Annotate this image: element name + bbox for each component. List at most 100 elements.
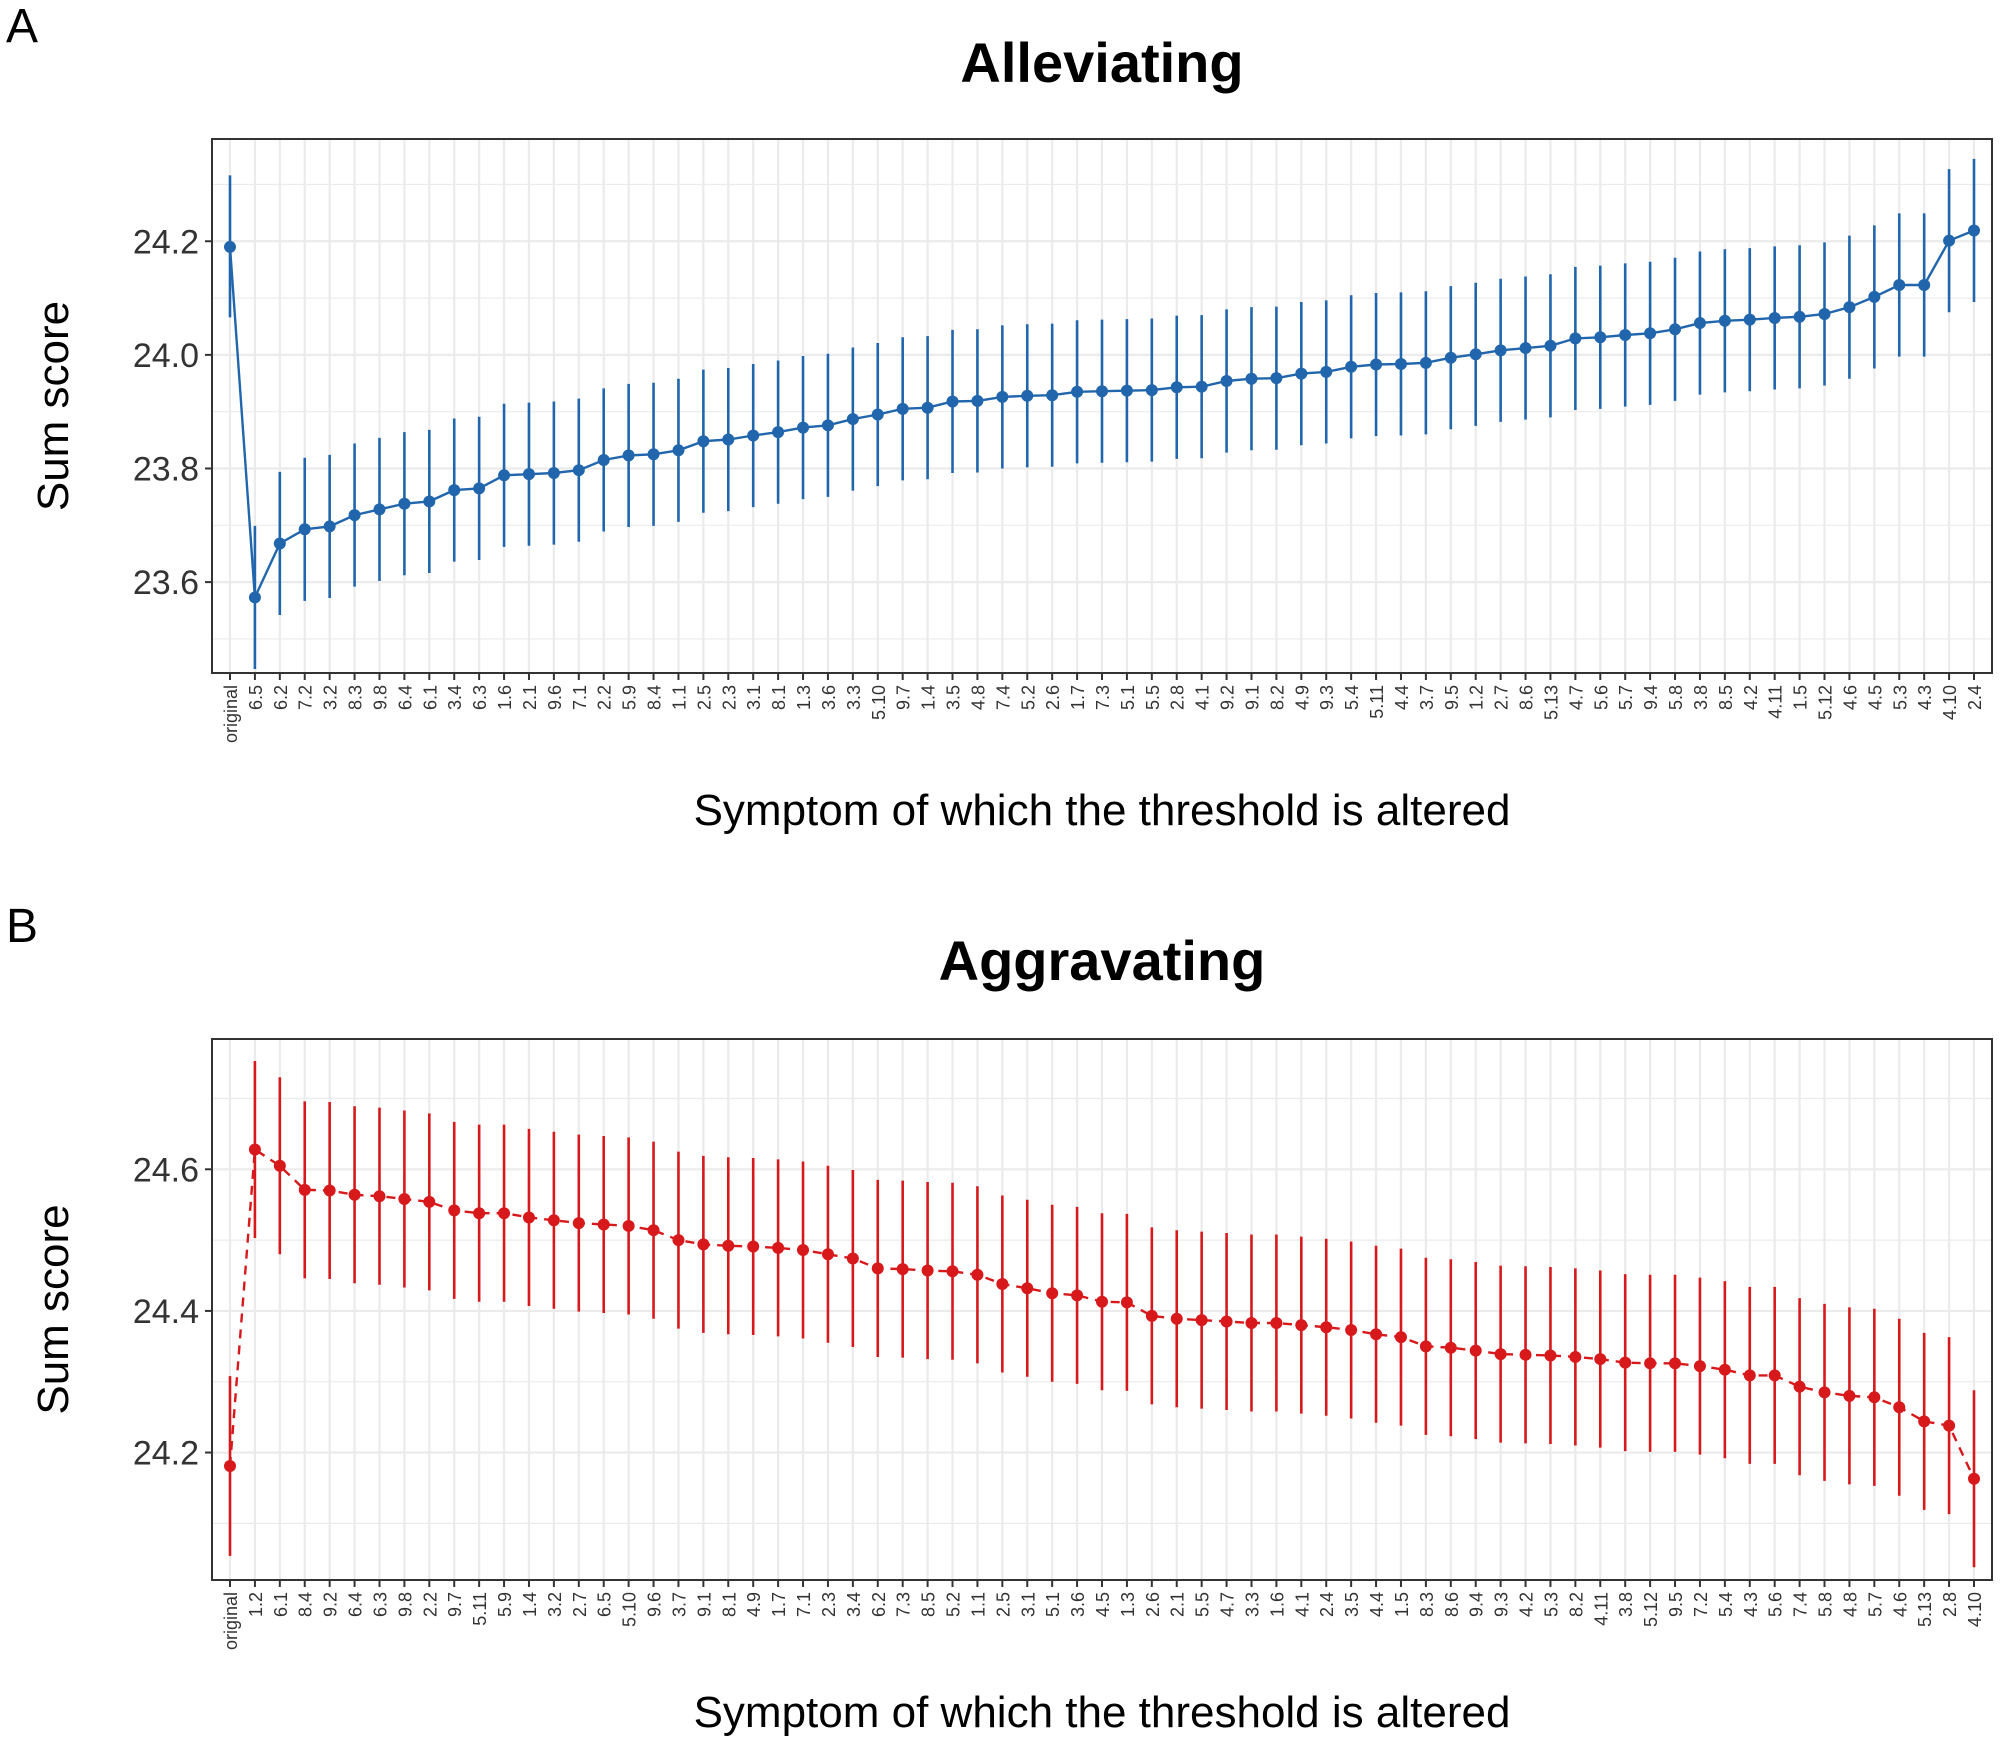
data-point (1469, 348, 1482, 361)
data-point (1120, 1296, 1133, 1309)
chart-title: Aggravating (939, 929, 1266, 992)
x-tick-label: 3.4 (445, 685, 465, 710)
x-tick-label: 4.4 (1367, 1592, 1387, 1617)
data-point (797, 421, 810, 434)
data-point (1320, 365, 1333, 378)
data-point (1021, 1282, 1034, 1295)
data-point (821, 419, 834, 432)
x-tick-label: 1.6 (1267, 1592, 1287, 1617)
data-point (224, 240, 236, 253)
x-tick-label: 5.10 (620, 1592, 640, 1627)
data-point (672, 444, 685, 457)
x-tick-label: 3.3 (1243, 1592, 1263, 1617)
data-point (498, 469, 511, 482)
x-tick-label: 1.5 (1791, 685, 1811, 710)
data-point (647, 448, 660, 461)
data-point (498, 1207, 511, 1220)
x-tick-label: 6.3 (371, 1592, 391, 1617)
x-tick-label: 3.5 (1342, 1592, 1362, 1617)
x-tick-label: 4.7 (1566, 685, 1586, 710)
x-tick-label: 1.4 (919, 685, 939, 710)
data-point (1619, 1356, 1632, 1369)
x-tick-label: 8.4 (296, 1592, 316, 1617)
x-tick-label: 7.2 (1691, 1592, 1711, 1617)
panel-letter: A (6, 0, 38, 53)
x-tick-label: 2.3 (819, 1592, 839, 1617)
data-point (1270, 372, 1283, 385)
x-tick-label: 5.13 (1542, 685, 1562, 720)
x-tick-label: 3.7 (1417, 685, 1437, 710)
x-tick-label: 3.4 (844, 1592, 864, 1617)
data-point (597, 453, 610, 466)
x-tick-label: 4.2 (1517, 1592, 1537, 1617)
x-tick-label: 2.6 (1143, 1592, 1163, 1617)
data-point (1693, 1360, 1706, 1373)
x-tick-label: 1.3 (1118, 1592, 1138, 1617)
data-point (323, 1184, 336, 1197)
data-point (1918, 1415, 1931, 1428)
x-tick-label: 1.1 (968, 1592, 988, 1617)
data-point (1768, 1369, 1781, 1382)
data-point (1594, 331, 1607, 344)
data-point (1843, 1389, 1856, 1402)
x-tick-label: 5.2 (944, 1592, 964, 1617)
data-point (1170, 1312, 1183, 1325)
data-point (1644, 1357, 1657, 1370)
x-tick-label: 5.6 (1766, 1592, 1786, 1617)
x-tick-label: 3.6 (1068, 1592, 1088, 1617)
x-tick-label: 5.9 (495, 1592, 515, 1617)
data-point (1669, 1357, 1682, 1370)
data-point (1345, 1324, 1358, 1337)
data-point (1843, 301, 1856, 314)
x-tick-label: 4.4 (1392, 685, 1412, 710)
data-point (946, 395, 959, 408)
x-tick-label: 9.7 (445, 1592, 465, 1617)
chart-title: Alleviating (960, 31, 1243, 94)
y-axis: 23.6 23.8 24.0 24.2 (133, 223, 212, 602)
data-point (248, 591, 261, 604)
data-point (298, 1183, 311, 1196)
x-tick-label: 8.4 (645, 685, 665, 710)
data-point (1370, 358, 1383, 371)
x-tick-label: 4.10 (1965, 1592, 1985, 1627)
x-tick-label: 4.10 (1940, 685, 1960, 720)
x-tick-label: 4.5 (1865, 685, 1885, 710)
data-point (1220, 1315, 1233, 1328)
data-point (1345, 360, 1358, 373)
data-point (1021, 389, 1034, 402)
data-point (1270, 1316, 1283, 1329)
x-tick-label: 5.12 (1641, 1592, 1661, 1627)
data-point (448, 1204, 461, 1217)
x-tick-label: 4.1 (1193, 685, 1213, 710)
data-point (772, 1241, 785, 1254)
data-point (1120, 384, 1133, 397)
data-point (1245, 1316, 1258, 1329)
data-point (1743, 313, 1756, 326)
x-axis-title: Symptom of which the threshold is altere… (694, 786, 1511, 835)
x-tick-label: 5.10 (869, 685, 889, 720)
data-point (846, 413, 859, 426)
x-tick-label: 5.4 (1716, 1592, 1736, 1617)
x-tick-label: 6.5 (246, 685, 266, 710)
x-tick-label: 1.7 (769, 1592, 789, 1617)
x-tick-label: 3.1 (1018, 1592, 1038, 1617)
x-tick-label: 1.4 (520, 1592, 540, 1617)
x-tick-label: 8.5 (1716, 685, 1736, 710)
data-point (921, 1264, 934, 1277)
data-point (1419, 356, 1432, 369)
data-point (1046, 389, 1059, 402)
x-tick-label: 4.5 (1093, 1592, 1113, 1617)
data-point (1370, 1328, 1383, 1341)
x-tick-label: 9.4 (1641, 685, 1661, 710)
x-tick-label: 5.11 (1367, 685, 1387, 719)
data-point (1718, 1363, 1731, 1376)
data-point (423, 495, 436, 508)
y-tick-label: 24.0 (133, 337, 199, 375)
x-tick-label: 1.2 (246, 1592, 266, 1617)
data-point (1743, 1369, 1756, 1382)
x-tick-label: 4.7 (1218, 1592, 1238, 1617)
x-tick-label: 6.1 (271, 1592, 291, 1617)
data-point (1569, 332, 1582, 345)
